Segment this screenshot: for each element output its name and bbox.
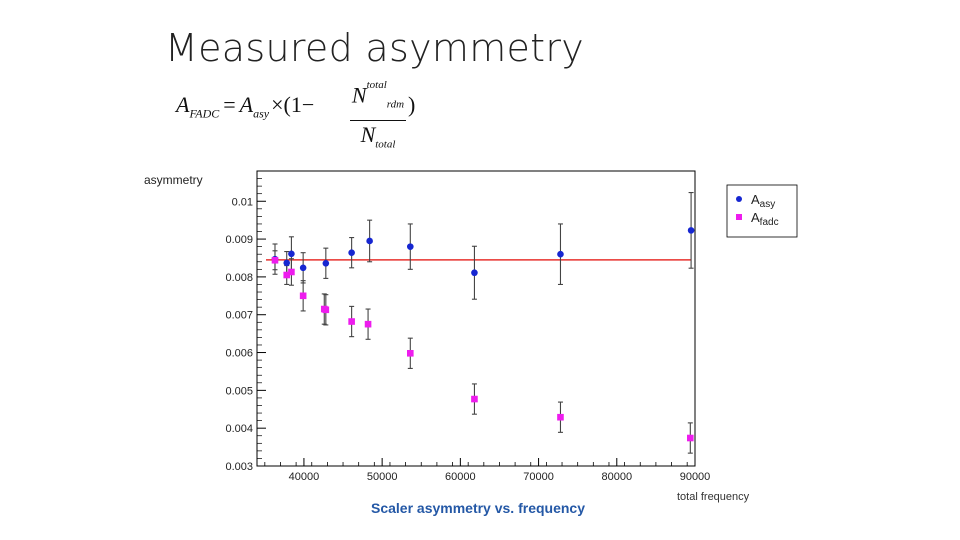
point-aasy <box>687 227 695 234</box>
x-tick-label: 40000 <box>289 471 320 483</box>
formula-coef-sub: asy <box>253 106 270 121</box>
point-afadc <box>283 271 291 279</box>
data-points <box>271 227 695 442</box>
formula-lhs-symbol: A <box>176 92 190 117</box>
formula-den-symbol: N <box>360 121 376 147</box>
y-axis-label: asymmetry <box>144 173 203 187</box>
point-afadc <box>288 268 295 276</box>
formula-num-sub: rdm <box>386 98 405 111</box>
x-axis-label: total frequency <box>677 491 750 503</box>
point-afadc <box>471 395 478 403</box>
x-tick-label: 50000 <box>367 471 398 483</box>
legend-marker-aasy <box>736 196 742 202</box>
point-afadc <box>271 256 279 264</box>
chart-title: Scaler asymmetry vs. frequency <box>371 500 585 516</box>
y-axis-ticks: 0.003 0.004 0.005 0.006 0.007 0.008 0.009 0.01 <box>225 178 266 473</box>
point-afadc <box>687 434 694 442</box>
point-aasy <box>407 243 414 250</box>
y-tick-label: 0.01 <box>232 196 253 208</box>
legend-marker-afadc <box>736 214 742 220</box>
y-tick-label: 0.007 <box>225 310 253 322</box>
point-afadc <box>364 320 372 328</box>
formula-coef-symbol: A <box>239 92 254 117</box>
formula-lhs-sub: FADC <box>189 106 220 121</box>
y-tick-label: 0.003 <box>225 461 253 473</box>
point-aasy <box>557 250 564 258</box>
point-aasy <box>366 237 373 245</box>
legend-label-aasy: Aasy <box>751 192 775 210</box>
formula-lhs: AFADC = Aasy×(1− <box>176 92 316 121</box>
point-aasy <box>322 259 330 267</box>
point-afadc <box>299 292 307 300</box>
x-tick-label: 70000 <box>523 471 554 483</box>
x-axis-ticks: 40000 50000 60000 70000 80000 90000 <box>264 458 711 483</box>
point-aasy <box>283 259 291 267</box>
y-tick-label: 0.005 <box>225 385 253 397</box>
formula-num-symbol: N <box>351 82 367 108</box>
point-afadc <box>322 306 330 314</box>
plot-frame <box>256 170 696 467</box>
y-tick-label: 0.009 <box>225 234 253 246</box>
formula-num-sup: total <box>366 79 387 91</box>
formula-times: ×(1− <box>271 92 315 117</box>
y-tick-label: 0.008 <box>225 272 253 284</box>
formula-close-paren: ) <box>408 92 416 117</box>
legend-label-afadc: Afadc <box>751 210 779 228</box>
x-tick-label: 80000 <box>601 471 632 483</box>
formula-numerator: Ntotal rdm <box>350 78 406 121</box>
formula-den-sub: total <box>375 138 396 151</box>
point-aasy <box>288 250 295 258</box>
y-tick-label: 0.004 <box>225 423 253 435</box>
formula-denominator: Ntotal <box>350 121 406 158</box>
x-tick-label: 60000 <box>445 471 476 483</box>
slide-title: Measured asymmetry <box>165 26 585 70</box>
point-afadc <box>557 413 564 421</box>
formula-fraction: Ntotal rdm Ntotal <box>350 78 406 158</box>
legend-box <box>726 184 798 238</box>
asymmetry-formula: AFADC = Aasy×(1− Ntotalrdm Ntotal ) <box>176 78 426 150</box>
y-tick-label: 0.006 <box>225 348 253 360</box>
point-aasy <box>348 249 355 256</box>
point-aasy <box>299 264 307 272</box>
point-aasy <box>471 269 478 277</box>
point-afadc <box>407 349 414 357</box>
point-afadc <box>348 318 355 325</box>
x-tick-label: 90000 <box>680 471 711 483</box>
formula-equals: = <box>223 92 236 117</box>
